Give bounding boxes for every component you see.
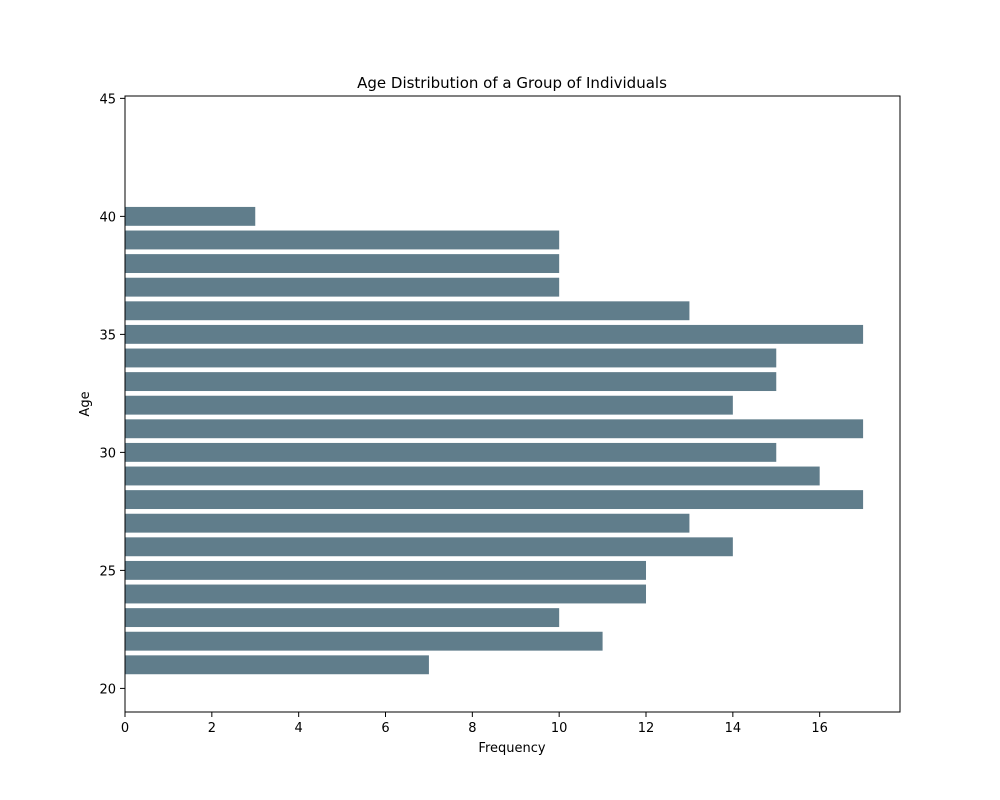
y-tick-label: 35 [99,328,116,343]
bar-age-24 [125,584,647,604]
bar-age-34 [125,348,777,368]
x-tick-label: 6 [381,721,389,736]
bar-age-31 [125,419,864,439]
bar-age-23 [125,608,560,628]
x-tick-label: 8 [468,721,476,736]
bar-age-30 [125,442,777,462]
bar-age-33 [125,372,777,392]
y-axis: 20 25 30 35 40 45 [99,92,125,697]
y-tick-label: 45 [99,92,116,107]
bar-age-25 [125,560,647,580]
bars [125,206,864,675]
x-tick-label: 0 [121,721,129,736]
bar-age-28 [125,490,864,510]
y-tick-label: 30 [99,446,116,461]
y-tick-label: 25 [99,564,116,579]
chart-title: Age Distribution of a Group of Individua… [357,74,667,92]
x-tick-label: 10 [551,721,568,736]
bar-age-32 [125,395,733,415]
x-tick-label: 16 [811,721,828,736]
x-tick-label: 4 [295,721,303,736]
bar-age-26 [125,537,733,557]
bar-age-37 [125,277,560,297]
x-axis: 0 2 4 6 8 10 12 14 16 [121,712,828,736]
x-tick-label: 12 [638,721,655,736]
x-axis-label: Frequency [478,741,545,756]
bar-age-22 [125,631,603,651]
bar-age-29 [125,466,820,486]
bar-age-27 [125,513,690,533]
bar-age-36 [125,301,690,321]
y-tick-label: 40 [99,210,116,225]
x-tick-label: 2 [208,721,216,736]
bar-age-21 [125,655,429,675]
bar-age-40 [125,206,256,226]
x-tick-label: 14 [725,721,742,736]
bar-age-38 [125,254,560,274]
plot-frame [124,95,901,713]
y-axis-label: Age [78,391,93,416]
bar-age-39 [125,230,560,250]
y-tick-label: 20 [99,682,116,697]
bar-age-35 [125,324,864,344]
